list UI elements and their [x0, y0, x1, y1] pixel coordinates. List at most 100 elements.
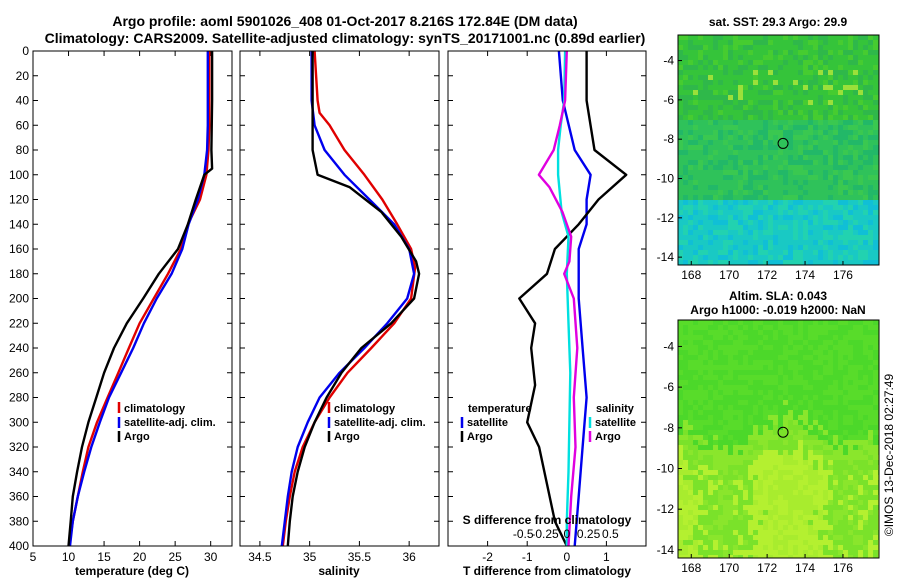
- heatmap-cell: [833, 185, 838, 190]
- heatmap-cell: [693, 260, 698, 265]
- heatmap-cell: [823, 525, 828, 530]
- heatmap-cell: [698, 460, 703, 465]
- heatmap-cell: [858, 520, 863, 525]
- heatmap-cell: [798, 205, 803, 210]
- heatmap-cell: [783, 215, 788, 220]
- heatmap-cell: [753, 95, 758, 100]
- heatmap-cell: [733, 50, 738, 55]
- y-tick-label: 380: [9, 514, 29, 528]
- heatmap-cell: [773, 140, 778, 145]
- heatmap-cell: [683, 55, 688, 60]
- heatmap-cell: [843, 445, 848, 450]
- heatmap-cell: [698, 80, 703, 85]
- heatmap-cell: [863, 260, 868, 265]
- heatmap-cell: [723, 365, 728, 370]
- heatmap-cell: [788, 410, 793, 415]
- heatmap-cell: [698, 180, 703, 185]
- heatmap-cell: [723, 480, 728, 485]
- heatmap-cell: [693, 495, 698, 500]
- heatmap-cell: [813, 120, 818, 125]
- heatmap-cell: [703, 390, 708, 395]
- heatmap-cell: [868, 490, 873, 495]
- heatmap-cell: [803, 170, 808, 175]
- heatmap-cell: [843, 380, 848, 385]
- heatmap-cell: [873, 225, 878, 230]
- heatmap-cell: [718, 495, 723, 500]
- heatmap-cell: [803, 335, 808, 340]
- heatmap-cell: [823, 545, 828, 550]
- difference-top-x-label: S difference from climatology: [463, 513, 632, 527]
- heatmap-cell: [863, 195, 868, 200]
- heatmap-cell: [863, 490, 868, 495]
- heatmap-cell: [758, 320, 763, 325]
- sst-map-title: sat. SST: 29.3 Argo: 29.9: [709, 15, 848, 29]
- heatmap-cell: [763, 340, 768, 345]
- heatmap-cell: [793, 230, 798, 235]
- heatmap-cell: [843, 155, 848, 160]
- heatmap-cell: [768, 75, 773, 80]
- heatmap-cell: [743, 145, 748, 150]
- heatmap-cell: [798, 235, 803, 240]
- heatmap-cell: [853, 525, 858, 530]
- heatmap-cell: [763, 460, 768, 465]
- heatmap-cell: [803, 200, 808, 205]
- heatmap-cell: [748, 360, 753, 365]
- heatmap-cell: [843, 100, 848, 105]
- heatmap-cell: [833, 200, 838, 205]
- heatmap-cell: [848, 530, 853, 535]
- heatmap-cell: [783, 395, 788, 400]
- heatmap-cell: [743, 345, 748, 350]
- heatmap-cell: [813, 460, 818, 465]
- heatmap-cell: [723, 195, 728, 200]
- heatmap-cell: [873, 160, 878, 165]
- heatmap-cell: [868, 210, 873, 215]
- heatmap-cell: [738, 120, 743, 125]
- heatmap-cell: [713, 70, 718, 75]
- heatmap-cell: [873, 250, 878, 255]
- heatmap-cell: [763, 110, 768, 115]
- heatmap-cell: [763, 190, 768, 195]
- heatmap-cell: [758, 370, 763, 375]
- heatmap-cell: [723, 125, 728, 130]
- heatmap-cell: [733, 155, 738, 160]
- heatmap-cell: [808, 525, 813, 530]
- heatmap-cell: [758, 375, 763, 380]
- heatmap-cell: [783, 220, 788, 225]
- x-tick-label: 25: [168, 550, 182, 564]
- heatmap-cell: [783, 375, 788, 380]
- heatmap-cell: [808, 400, 813, 405]
- heatmap-cell: [823, 380, 828, 385]
- heatmap-cell: [683, 480, 688, 485]
- heatmap-cell: [773, 175, 778, 180]
- heatmap-cell: [838, 550, 843, 555]
- heatmap-cell: [838, 105, 843, 110]
- heatmap-cell: [713, 55, 718, 60]
- heatmap-cell: [738, 495, 743, 500]
- heatmap-cell: [823, 165, 828, 170]
- heatmap-cell: [763, 400, 768, 405]
- heatmap-cell: [803, 185, 808, 190]
- heatmap-cell: [838, 180, 843, 185]
- heatmap-cell: [733, 105, 738, 110]
- heatmap-cell: [738, 55, 743, 60]
- heatmap-cell: [693, 75, 698, 80]
- heatmap-cell: [688, 515, 693, 520]
- heatmap-cell: [823, 210, 828, 215]
- heatmap-cell: [738, 385, 743, 390]
- heatmap-cell: [768, 325, 773, 330]
- heatmap-cell: [808, 355, 813, 360]
- heatmap-cell: [833, 545, 838, 550]
- heatmap-cell: [783, 340, 788, 345]
- heatmap-cell: [693, 200, 698, 205]
- heatmap-cell: [843, 320, 848, 325]
- heatmap-cell: [768, 135, 773, 140]
- heatmap-cell: [863, 400, 868, 405]
- heatmap-cell: [858, 210, 863, 215]
- heatmap-cell: [823, 550, 828, 555]
- heatmap-cell: [723, 335, 728, 340]
- heatmap-cell: [698, 370, 703, 375]
- x-tick-label: 176: [833, 561, 853, 575]
- heatmap-cell: [703, 205, 708, 210]
- heatmap-cell: [848, 445, 853, 450]
- heatmap-cell: [848, 385, 853, 390]
